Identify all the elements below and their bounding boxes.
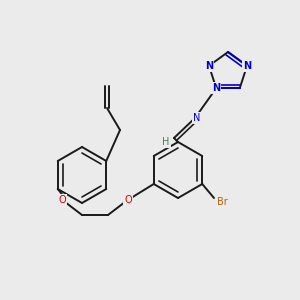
Text: Br: Br [217,197,227,207]
Text: N: N [212,83,220,93]
Text: N: N [243,61,251,71]
Text: O: O [124,195,132,205]
Text: N: N [205,61,213,71]
Text: O: O [58,195,66,205]
Text: H: H [162,137,170,147]
Text: N: N [193,113,201,123]
